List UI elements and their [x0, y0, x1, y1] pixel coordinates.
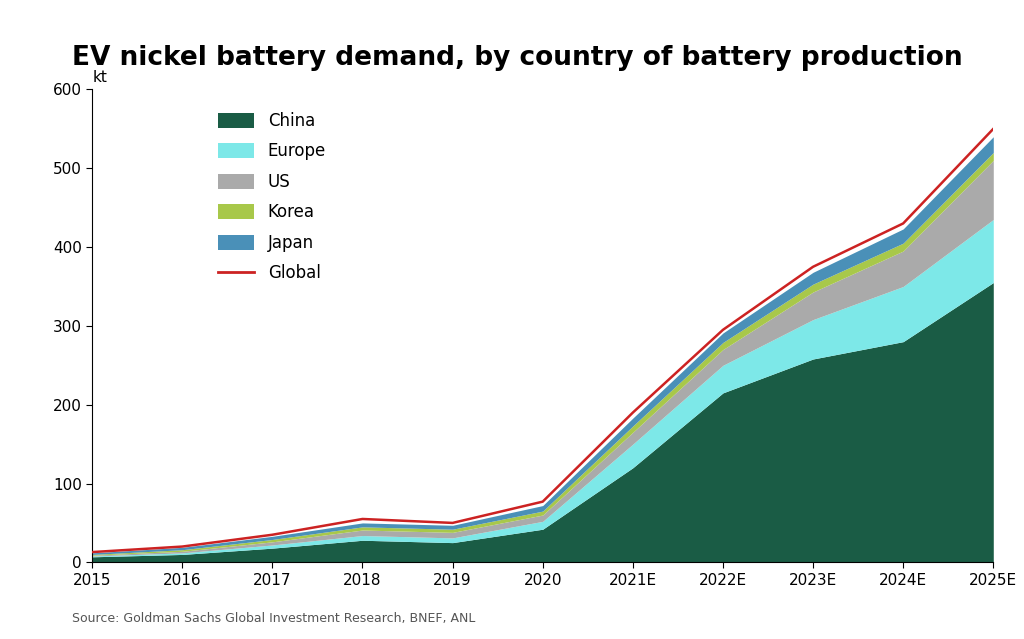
Text: Source: Goldman Sachs Global Investment Research, BNEF, ANL: Source: Goldman Sachs Global Investment … [72, 612, 475, 625]
Text: kt: kt [92, 70, 108, 85]
Legend: China, Europe, US, Korea, Japan, Global: China, Europe, US, Korea, Japan, Global [218, 112, 326, 282]
Text: EV nickel battery demand, by country of battery production: EV nickel battery demand, by country of … [72, 45, 963, 71]
